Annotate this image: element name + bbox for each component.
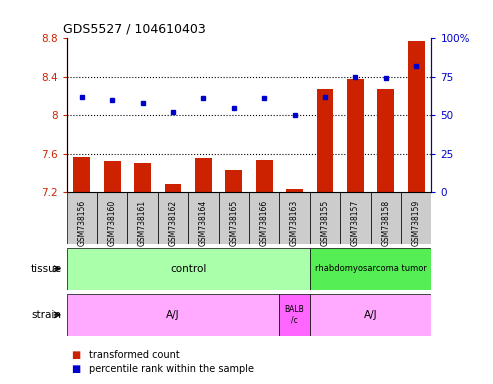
Bar (218, 192, 249, 244)
Bar (158, 192, 188, 244)
Text: GSM738159: GSM738159 (412, 200, 421, 246)
Text: tissue: tissue (31, 264, 62, 274)
Text: GSM738157: GSM738157 (351, 200, 360, 246)
Bar (127, 192, 158, 244)
Text: GSM738163: GSM738163 (290, 200, 299, 246)
Text: A/J: A/J (166, 310, 180, 320)
Bar (134, 163, 151, 192)
Text: control: control (170, 264, 207, 274)
Text: ■: ■ (71, 350, 81, 360)
Bar (195, 158, 211, 192)
Text: GSM738156: GSM738156 (77, 200, 86, 246)
Bar (401, 192, 431, 244)
Bar (378, 89, 394, 192)
Bar (73, 157, 90, 192)
Bar (317, 89, 333, 192)
Bar (67, 294, 280, 336)
Bar (310, 192, 340, 244)
Bar (225, 170, 242, 192)
Text: GSM738161: GSM738161 (138, 200, 147, 246)
Text: GSM738160: GSM738160 (107, 200, 117, 246)
Text: BALB
/c: BALB /c (284, 305, 305, 324)
Text: rhabdomyosarcoma tumor: rhabdomyosarcoma tumor (315, 264, 426, 273)
Text: transformed count: transformed count (89, 350, 179, 360)
Text: GSM738162: GSM738162 (169, 200, 177, 246)
Bar (67, 192, 97, 244)
Bar (165, 184, 181, 192)
Text: GDS5527 / 104610403: GDS5527 / 104610403 (63, 23, 206, 36)
Text: ■: ■ (71, 364, 81, 374)
Bar (256, 160, 273, 192)
Text: percentile rank within the sample: percentile rank within the sample (89, 364, 254, 374)
Bar (340, 192, 371, 244)
Bar (280, 294, 310, 336)
Bar (310, 248, 431, 290)
Bar (408, 41, 424, 192)
Bar (310, 294, 431, 336)
Text: strain: strain (32, 310, 62, 320)
Bar (371, 192, 401, 244)
Bar (97, 192, 127, 244)
Text: GSM738166: GSM738166 (260, 200, 269, 246)
Bar (280, 192, 310, 244)
Bar (249, 192, 280, 244)
Bar (188, 192, 218, 244)
Bar (104, 161, 120, 192)
Text: A/J: A/J (364, 310, 377, 320)
Bar (67, 248, 310, 290)
Text: GSM738155: GSM738155 (320, 200, 329, 246)
Bar (347, 79, 364, 192)
Text: GSM738158: GSM738158 (381, 200, 390, 246)
Bar (286, 189, 303, 192)
Text: GSM738164: GSM738164 (199, 200, 208, 246)
Text: GSM738165: GSM738165 (229, 200, 238, 246)
